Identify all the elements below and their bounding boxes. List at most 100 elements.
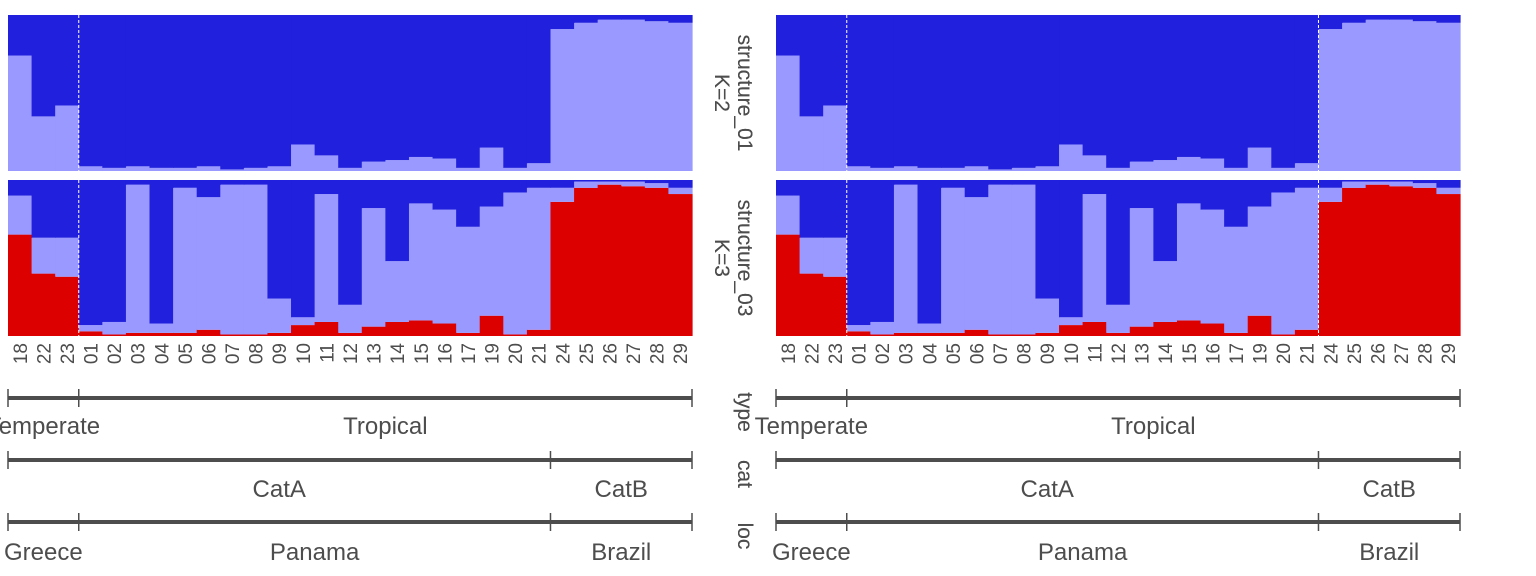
bar-segment [31,273,56,336]
bar-segment [125,180,151,185]
bar-segment [1035,166,1060,171]
bar-segment [1035,298,1060,333]
x-tick-label: 01 [82,343,103,364]
bar-segment [1389,180,1414,182]
bar-segment [314,194,339,322]
bar-segment [1294,329,1320,336]
facet-strip-label-line: structure_01 [733,35,756,152]
x-tick-label: 29 [671,343,692,364]
x-tick-label: 18 [11,343,32,364]
track-group-label: Tropical [1111,413,1195,440]
bar-segment [1224,226,1249,333]
bar-segment [503,192,528,335]
x-tick-label: 14 [388,343,409,365]
track-group-label: Temperate [755,413,868,440]
bar-segment [964,329,989,336]
x-tick-label: 02 [873,343,894,364]
bar-segment [870,180,895,322]
bar-segment [917,323,942,333]
bar-segment [1176,180,1202,204]
bar-segment [776,15,801,56]
bar-segment [196,197,221,330]
bar-segment [550,29,575,171]
bar-segment [799,116,824,171]
bar-segment [776,55,801,172]
x-tick-label: 01 [850,343,871,364]
x-tick-label: 20 [1274,343,1295,364]
bar-segment [1389,19,1414,172]
bar-segment [1035,15,1060,167]
x-tick-label: 29 [1439,343,1460,364]
bar-segment [799,180,824,238]
bar-segment [776,195,801,235]
bar-segment [1129,208,1154,327]
x-tick-label: 20 [506,343,527,364]
bar-segment [102,180,127,322]
bar-segment [668,180,693,188]
bar-segment [1436,22,1461,171]
bar-segment [1153,180,1178,262]
bar-segment [503,334,528,336]
bar-segment [173,187,198,333]
facet-strip-label-line: K=2 [710,74,733,112]
bar-segment [621,180,646,182]
bar-segment [1271,15,1296,168]
bar-segment [917,15,942,168]
bar-segment [644,180,670,184]
bar-segment [1106,332,1131,336]
bar-segment [149,332,174,336]
bar-segment [1412,15,1438,22]
bar-segment [1271,334,1296,336]
bar-segment [173,15,198,168]
bar-segment [1294,180,1320,188]
bar-segment [1342,180,1367,182]
bar-segment [385,160,410,171]
bar-segment [823,276,848,336]
bar-segment [621,19,646,172]
track-group-label: Greece [772,539,851,566]
bar-segment [267,15,292,167]
bar-segment [1106,180,1131,305]
bar-segment [668,187,693,195]
bar-segment [1342,181,1367,188]
bar-segment [361,161,386,171]
x-tick-label: 09 [270,343,291,364]
x-tick-label: 04 [920,343,941,365]
bar-segment [526,163,552,171]
bar-segment [1436,180,1461,188]
bar-segment [1035,180,1060,299]
bar-segment [526,15,552,164]
bar-segment [1153,261,1178,322]
bar-segment [220,180,245,185]
bar-segment [479,147,504,171]
bar-segment [1294,15,1320,164]
x-tick-label: 25 [1345,343,1366,364]
bar-segment [550,187,575,202]
bar-segment [220,184,245,335]
facet-strip-label-line: structure_03 [733,200,756,317]
bar-segment [644,183,670,188]
bar-segment [267,298,292,333]
facet-strip-label-line: K=3 [710,239,733,277]
bar-segment [267,166,292,171]
bar-segment [149,180,174,324]
bar-segment [1176,320,1202,336]
bar-segment [1365,180,1390,182]
bar-segment [456,180,481,227]
bar-segment [870,334,895,336]
bar-segment [456,332,481,336]
bar-segment [31,237,56,274]
x-tick-label: 08 [1015,343,1036,364]
bar-segment [917,180,942,324]
bar-segment [432,15,457,159]
bar-segment [1436,187,1461,195]
bar-segment [1365,19,1390,172]
facet-strip-label-line: K=3 [710,239,733,277]
track-label: loc [733,523,756,550]
bar-segment [220,15,245,170]
structure-panel-left: structure_01K=2 structure_03K=3 18 22 23 01 02… [0,15,756,566]
facet-strip-label: structure_03K=3 [710,200,756,317]
bar-segment [621,186,646,336]
